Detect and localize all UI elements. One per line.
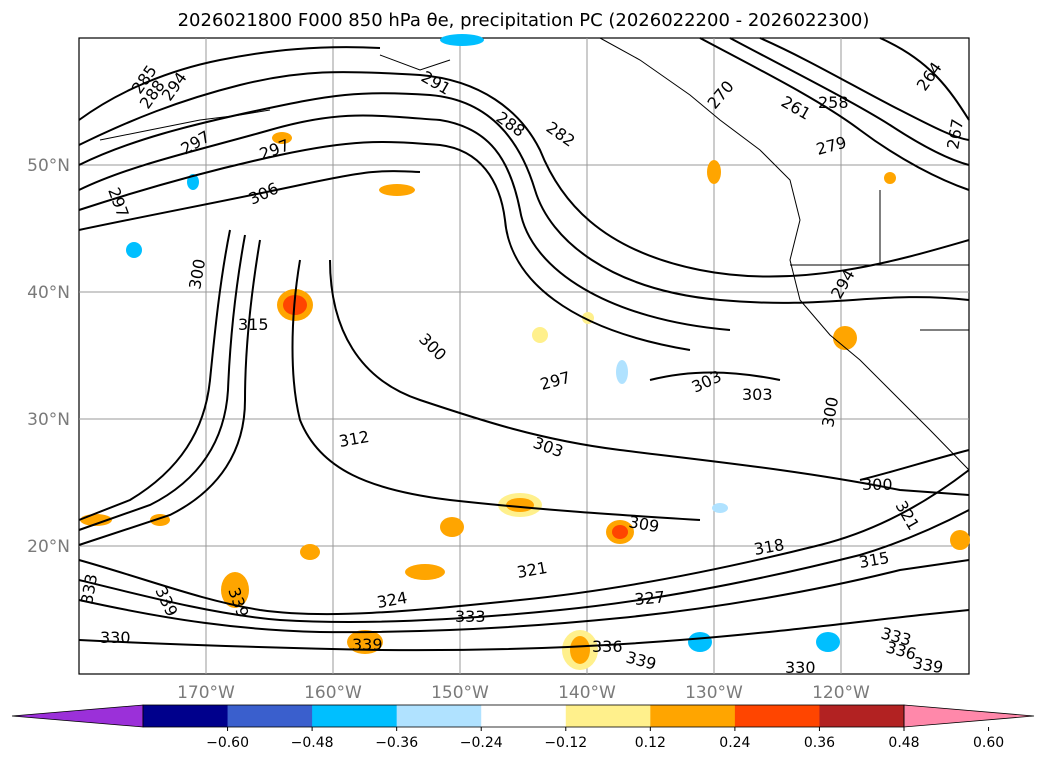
contour-label: 330 xyxy=(785,658,816,677)
colorbar-tick-label: 0.12 xyxy=(635,735,666,751)
colorbar-tick-label: 0.24 xyxy=(719,735,750,751)
lat-label: 30°N xyxy=(27,410,70,430)
colorbar-segment xyxy=(565,705,651,727)
colorbar-segment xyxy=(227,705,313,727)
colorbar-segment xyxy=(650,705,736,727)
lon-label: 120°W xyxy=(812,683,870,703)
contour-label: 315 xyxy=(238,315,269,334)
contour-label: 303 xyxy=(742,385,773,404)
contour-label: 339 xyxy=(352,635,383,654)
lon-label: 140°W xyxy=(558,683,616,703)
colorbar: −0.60 −0.48 −0.36 −0.24 −0.12 0.12 0.24 0.36 0.4… xyxy=(11,704,1035,751)
colorbar-extend-min xyxy=(11,704,144,728)
colorbar-segment xyxy=(819,705,905,727)
latitude-labels: 50°N 40°N 30°N 20°N xyxy=(27,156,70,557)
lon-label: 130°W xyxy=(685,683,743,703)
colorbar-tick-label: 0.36 xyxy=(804,735,835,751)
colorbar-segment xyxy=(312,705,398,727)
theta-e-contours xyxy=(78,37,970,652)
colorbar-tick-label: −0.48 xyxy=(291,735,334,751)
colorbar-tick-label: −0.36 xyxy=(375,735,418,751)
contour-label: 300 xyxy=(862,475,893,494)
map-frame xyxy=(78,37,970,675)
contour-label: 333 xyxy=(455,607,486,626)
lon-label: 160°W xyxy=(304,683,362,703)
graticule xyxy=(79,38,969,674)
colorbar-tick-label: 0.48 xyxy=(888,735,919,751)
colorbar-tick-label: −0.24 xyxy=(460,735,503,751)
coastlines xyxy=(99,37,970,471)
colorbar-segment xyxy=(481,705,567,727)
lat-label: 20°N xyxy=(27,537,70,557)
contour-label: 330 xyxy=(100,628,131,647)
precipitation-shading xyxy=(80,34,970,670)
contour-label: 327 xyxy=(634,587,666,609)
lon-label: 150°W xyxy=(431,683,489,703)
colorbar-segment xyxy=(396,705,482,727)
lat-label: 40°N xyxy=(27,283,70,303)
colorbar-segment xyxy=(143,705,229,727)
colorbar-tick-label: 0.60 xyxy=(973,735,1004,751)
longitude-labels: 170°W 160°W 150°W 140°W 130°W 120°W xyxy=(177,683,870,703)
colorbar-border xyxy=(142,704,905,728)
contour-label: 336 xyxy=(592,637,623,656)
colorbar-tick-label: −0.60 xyxy=(206,735,249,751)
lon-label: 170°W xyxy=(177,683,235,703)
map-title: 2026021800 F000 850 hPa θe, precipitatio… xyxy=(177,10,870,31)
colorbar-tick-label: −0.12 xyxy=(544,735,587,751)
colorbar-segment xyxy=(734,705,820,727)
colorbar-extend-max xyxy=(903,704,1035,728)
contour-label: 258 xyxy=(818,93,849,112)
lat-label: 50°N xyxy=(27,156,70,176)
